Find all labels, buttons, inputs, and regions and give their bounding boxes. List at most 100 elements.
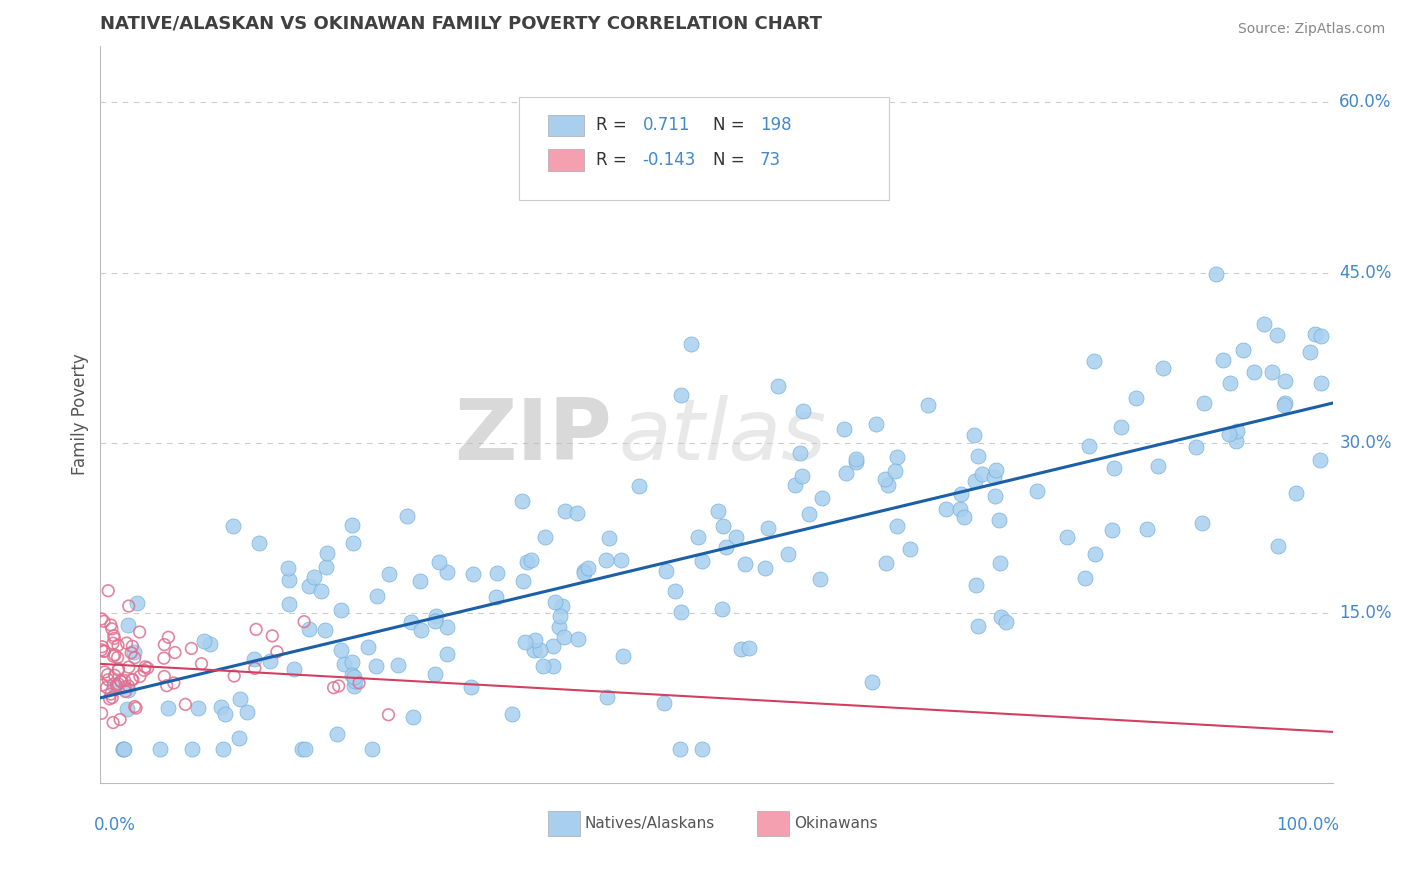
Point (875, 556, 897, 570)
Point (136, 661, 159, 675)
Text: 73: 73 (759, 151, 780, 169)
Point (328, 679, 350, 693)
Point (125, 596, 148, 610)
Point (1274, 396, 1296, 410)
Point (873, 472, 896, 486)
Point (356, 640, 378, 655)
Text: atlas: atlas (619, 395, 827, 478)
Point (93, 665, 115, 679)
Point (845, 452, 868, 467)
Text: N =: N = (713, 151, 749, 169)
Point (104, 668, 127, 682)
FancyBboxPatch shape (758, 811, 789, 836)
Point (326, 727, 349, 741)
Point (463, 567, 485, 582)
Point (808, 572, 831, 586)
Point (1309, 329, 1331, 343)
Text: 45.0%: 45.0% (1340, 263, 1392, 282)
Point (654, 564, 676, 578)
Point (121, 639, 143, 653)
Point (734, 558, 756, 572)
Point (90, 706, 112, 721)
Point (101, 636, 124, 650)
Point (1274, 374, 1296, 388)
Point (129, 669, 152, 683)
Point (121, 673, 143, 687)
Point (125, 701, 148, 715)
Point (101, 690, 124, 705)
Point (399, 615, 422, 629)
Point (107, 662, 129, 676)
Point (115, 636, 138, 650)
Point (990, 609, 1012, 624)
Point (315, 560, 337, 574)
Point (1309, 452, 1331, 467)
Point (107, 650, 129, 665)
Point (970, 467, 993, 481)
Point (565, 506, 588, 520)
Point (236, 705, 259, 719)
Point (983, 469, 1005, 483)
Point (510, 494, 533, 508)
Point (529, 643, 551, 657)
Point (114, 680, 136, 694)
Point (1191, 516, 1213, 530)
Point (112, 742, 135, 756)
Point (114, 684, 136, 698)
Point (1212, 353, 1234, 368)
Point (134, 663, 156, 677)
Point (100, 618, 122, 632)
Point (1265, 327, 1288, 342)
Point (598, 531, 620, 545)
Point (886, 519, 908, 533)
Point (986, 463, 1008, 477)
Point (111, 742, 134, 756)
Point (1185, 440, 1208, 454)
Point (730, 642, 752, 657)
Point (1125, 391, 1147, 405)
Text: R =: R = (596, 151, 631, 169)
Point (93, 644, 115, 658)
Point (153, 638, 176, 652)
Text: 15.0%: 15.0% (1340, 604, 1392, 622)
Point (512, 574, 534, 588)
Point (988, 513, 1011, 527)
Point (117, 679, 139, 693)
Text: 198: 198 (759, 116, 792, 135)
Text: 60.0%: 60.0% (1340, 94, 1392, 112)
Text: -0.143: -0.143 (643, 151, 696, 169)
Point (963, 428, 986, 442)
Point (541, 658, 564, 673)
Point (834, 421, 856, 435)
Point (738, 640, 761, 655)
Point (190, 657, 212, 671)
Point (1261, 365, 1284, 379)
Point (342, 535, 364, 549)
Point (783, 477, 806, 491)
Point (343, 679, 366, 693)
Point (121, 673, 143, 687)
Point (596, 690, 619, 704)
Point (294, 742, 316, 756)
Point (101, 622, 124, 636)
Point (107, 677, 129, 691)
Point (950, 486, 973, 500)
Point (531, 658, 554, 673)
Point (935, 501, 957, 516)
Point (485, 590, 508, 604)
Point (259, 654, 281, 668)
Point (883, 465, 905, 479)
Point (541, 640, 564, 654)
Point (1074, 571, 1097, 585)
FancyBboxPatch shape (519, 97, 889, 201)
Point (679, 337, 702, 351)
Point (967, 449, 990, 463)
Point (118, 660, 141, 674)
Point (107, 663, 129, 677)
Point (1056, 531, 1078, 545)
Point (243, 661, 266, 675)
Point (917, 398, 939, 412)
Point (96, 681, 118, 695)
Point (122, 645, 145, 659)
Point (117, 682, 139, 697)
